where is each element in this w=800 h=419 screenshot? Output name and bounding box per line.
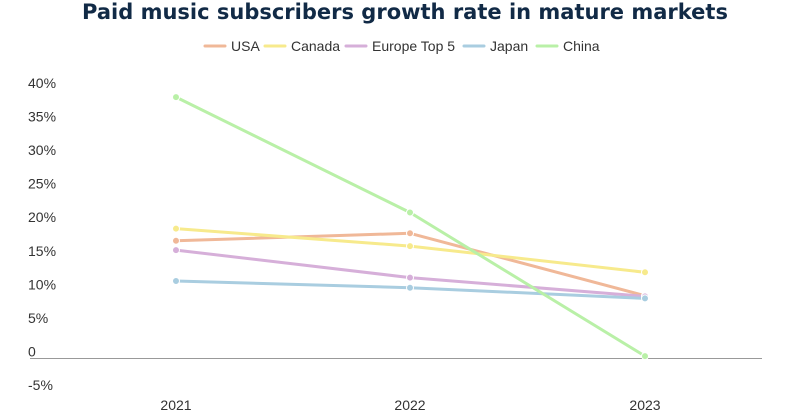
legend-item-canada[interactable]: Canada	[263, 38, 340, 54]
y-axis: -5% 0 5% 10% 15% 20% 25% 30% 35% 40%	[28, 75, 56, 393]
data-point-canada-2022[interactable]	[406, 242, 414, 251]
data-point-japan-2022[interactable]	[406, 283, 414, 292]
data-point-japan-2021[interactable]	[172, 277, 180, 285]
y-tick-label: 35%	[28, 109, 56, 125]
legend-item-japan[interactable]: Japan	[462, 38, 528, 54]
data-point-japan-2023[interactable]	[641, 294, 649, 303]
series-lines	[174, 95, 647, 358]
data-point-usa-2022[interactable]	[406, 229, 414, 238]
chart-title: Paid music subscribers growth rate in ma…	[82, 0, 728, 24]
y-tick-label: 5%	[28, 310, 48, 326]
data-point-canada-2021[interactable]	[172, 224, 180, 233]
legend-label: Europe Top 5	[372, 38, 455, 54]
y-tick-label: 10%	[28, 276, 56, 292]
x-tick-label: 2021	[160, 397, 191, 413]
data-point-china-2023[interactable]	[641, 352, 649, 361]
y-tick-label: -5%	[28, 377, 53, 393]
data-point-europe-top-5-2021[interactable]	[172, 246, 180, 255]
legend-item-usa[interactable]: USA	[203, 38, 260, 54]
y-tick-label: 25%	[28, 176, 56, 192]
y-tick-label: 20%	[28, 209, 56, 225]
data-point-china-2022[interactable]	[406, 208, 414, 217]
data-point-canada-2023[interactable]	[641, 268, 649, 277]
legend-label: China	[563, 38, 600, 54]
legend-item-china[interactable]: China	[535, 38, 600, 54]
data-point-europe-top-5-2022[interactable]	[406, 273, 414, 282]
y-tick-label: 15%	[28, 243, 56, 259]
y-tick-label: 0	[28, 343, 36, 359]
legend-label: USA	[231, 38, 260, 54]
x-axis: 2021 2022 2023	[160, 397, 660, 413]
series-line-china	[174, 95, 647, 358]
y-tick-label: 40%	[28, 75, 56, 91]
data-point-usa-2021[interactable]	[172, 236, 180, 245]
series-points	[172, 93, 649, 361]
x-tick-label: 2023	[629, 397, 660, 413]
legend-label: Japan	[490, 38, 528, 54]
legend: USA Canada Europe Top 5 Japan China	[203, 38, 600, 54]
legend-item-europe-top-5[interactable]: Europe Top 5	[344, 38, 455, 54]
x-tick-label: 2022	[394, 397, 425, 413]
data-point-china-2021[interactable]	[172, 93, 180, 102]
legend-label: Canada	[291, 38, 340, 54]
y-tick-label: 30%	[28, 142, 56, 158]
